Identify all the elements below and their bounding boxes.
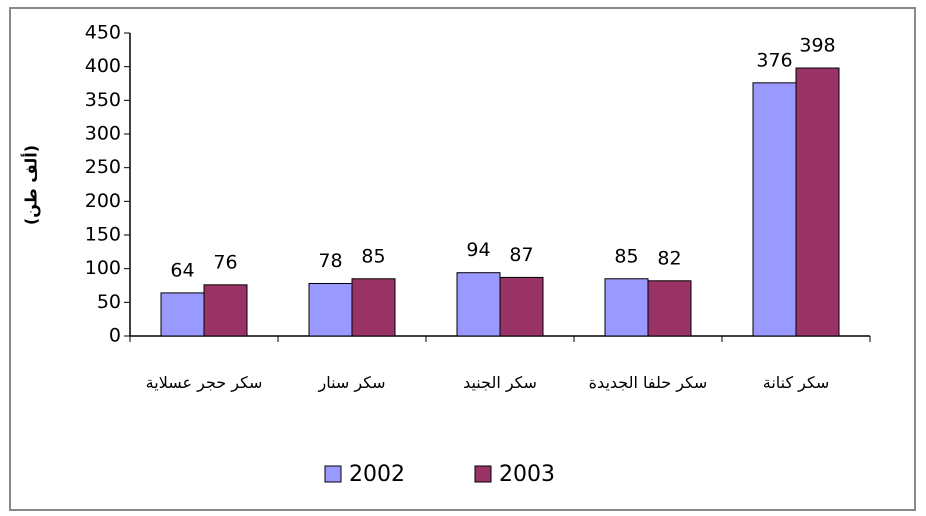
y-tick-label: 50 [97,291,121,313]
data-label: 85 [361,245,385,267]
bar [308,282,353,337]
data-label: 376 [756,49,792,71]
bar [499,276,544,337]
y-tick-label: 100 [85,257,121,279]
y-tick-label: 150 [85,224,121,246]
y-tick-label: 400 [85,55,121,77]
bar [752,82,797,337]
data-label: 64 [170,259,194,281]
data-label: 85 [614,245,638,267]
data-label: 94 [466,239,490,261]
data-label: 78 [318,250,342,272]
x-tick-label: سكر الجنيد [463,373,537,392]
x-tick-label-box: سكر حلفا الجديدة [588,373,708,392]
y-tick-label: 200 [85,190,121,212]
bar [795,67,840,337]
data-label: 398 [799,35,835,57]
legend-label: 2003 [499,462,555,487]
data-label: 76 [213,251,237,273]
data-label: 82 [657,247,681,269]
bar [647,280,692,337]
bar [604,278,649,337]
legend-swatch [474,465,492,483]
bar [456,272,501,337]
x-tick-label-box: سكر كنانة [762,373,830,392]
x-tick-label-box: سكر سنار [318,373,386,392]
legend-swatch [324,465,342,483]
data-label: 87 [509,244,533,266]
x-tick-label-box: سكر حجر عسلاية [145,373,263,392]
bar [160,292,205,337]
bar [351,278,396,337]
y-tick-label: 250 [85,156,121,178]
x-tick-label: سكر حلفا الجديدة [588,373,708,392]
bar [203,284,248,337]
x-tick-label-box: سكر الجنيد [463,373,537,392]
y-axis-label: (ألف طن) [21,145,41,225]
y-tick-label: 0 [109,325,121,347]
y-tick-label: 300 [85,123,121,145]
x-tick-label: سكر حجر عسلاية [145,373,263,392]
legend-label: 2002 [349,462,405,487]
y-tick-label: 350 [85,89,121,111]
x-tick-label: سكر سنار [318,373,386,392]
y-tick-label: 450 [85,22,121,44]
x-tick-label: سكر كنانة [762,373,830,392]
